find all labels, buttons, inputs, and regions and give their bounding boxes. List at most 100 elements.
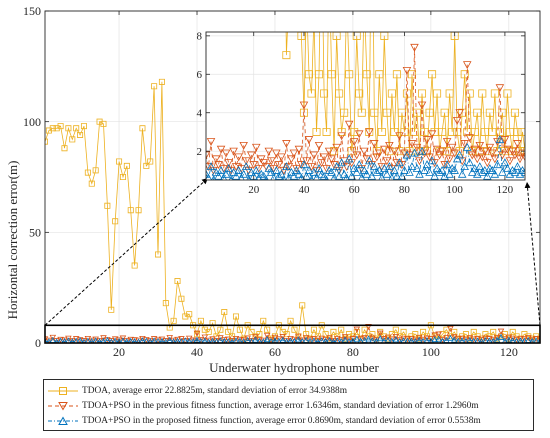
data-point [454,336,462,343]
data-point [382,169,392,178]
data-point [357,337,364,343]
data-point [346,338,352,343]
data-point [272,165,281,174]
data-point [498,151,507,160]
data-point [104,202,111,209]
data-point [315,70,324,79]
data-point [437,147,447,156]
data-point [407,162,417,171]
data-point [225,338,231,343]
data-point [483,159,492,168]
data-point [397,171,407,180]
data-point [170,337,177,343]
data-point [478,89,487,98]
data-point [92,336,99,343]
data-point [375,149,384,158]
data-point [470,127,479,136]
data-point [292,165,301,173]
data-point [382,108,391,117]
data-point [317,159,326,168]
data-point [193,330,201,337]
data-point [392,336,400,343]
data-point [221,169,231,178]
data-point [420,337,426,343]
data-point [521,147,525,156]
data-point [390,127,399,136]
data-point [520,153,525,162]
data-point [131,262,138,269]
data-point [501,337,508,343]
data-point [427,156,437,165]
data-point [467,167,477,176]
x-tick-label: 120 [497,184,514,196]
data-point [123,162,130,169]
data-point [358,173,366,180]
data-point [438,127,447,136]
data-point [264,326,271,333]
data-point [182,313,189,320]
data-point [302,171,311,180]
data-point [100,120,107,127]
legend-label-tdoa: TDOA, average error 22.8825m, standard d… [82,386,348,396]
data-point [174,337,181,343]
data-point [537,337,540,343]
data-point [322,337,329,343]
data-point [341,336,349,343]
data-point [400,335,407,342]
data-point [206,163,213,171]
data-point [267,337,275,343]
data-point [427,322,434,329]
data-point [112,337,119,343]
data-point [415,157,424,166]
data-point [354,130,364,139]
data-point [312,127,321,136]
data-point [337,337,345,343]
data-point [335,89,344,98]
data-point [361,335,368,342]
data-point [139,335,146,343]
data-point [418,89,427,98]
data-point [353,335,361,342]
data-point [310,336,318,343]
data-point [221,149,231,158]
data-point [478,337,485,343]
data-point [490,337,497,343]
data-point [364,128,374,137]
data-point [458,335,466,342]
y-tick-label: 50 [29,226,41,240]
data-point [54,338,60,343]
data-point [309,167,319,176]
data-point [419,336,427,343]
data-point [309,151,319,160]
data-point [287,317,294,324]
data-point [435,335,442,342]
data-point [241,157,251,166]
zoom-arrow-left [44,177,209,326]
data-point [430,171,439,180]
data-point [488,149,497,158]
data-point [174,278,181,285]
data-point [171,338,177,343]
data-point [178,295,185,302]
data-point [462,331,469,338]
data-point [100,337,107,343]
data-point [385,141,394,150]
data-point [239,169,248,178]
data-point [116,158,123,165]
data-point [339,169,349,178]
data-point [415,169,424,178]
data-point [345,337,353,343]
data-point [439,337,446,343]
data-point [452,154,462,163]
data-point [388,336,396,343]
data-point [318,335,326,342]
data-point [405,167,414,176]
data-point [294,169,304,178]
data-point [319,153,329,162]
data-point [124,338,130,343]
data-point [131,337,138,343]
data-point [189,337,197,343]
data-point [473,155,482,164]
data-point [377,328,384,335]
data-point [69,338,75,343]
